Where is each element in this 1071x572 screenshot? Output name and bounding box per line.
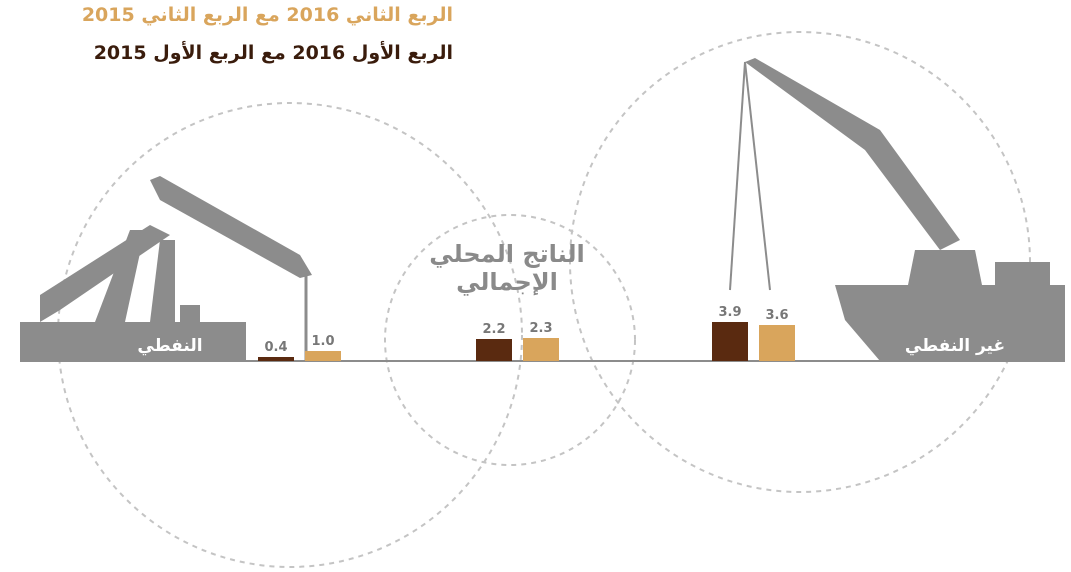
pumpjack	[20, 176, 312, 361]
bar	[305, 351, 341, 361]
value-label: 2.2	[482, 322, 505, 337]
boom	[745, 58, 960, 250]
motor	[180, 305, 200, 322]
category-label: النفطي	[137, 336, 203, 356]
beam	[150, 176, 312, 278]
category-label: الناتج المحلي الإجمالي	[429, 240, 585, 296]
cable	[744, 61, 771, 291]
legend-entry: الربع الأول 2016 مع الربع الأول 2015	[93, 42, 453, 64]
value-label: 0.4	[264, 340, 287, 355]
leg	[150, 240, 175, 322]
bar	[258, 357, 294, 361]
block	[20, 322, 246, 361]
circle	[57, 102, 523, 568]
cabin	[995, 262, 1050, 285]
ship-crane	[729, 58, 1065, 361]
bar	[712, 322, 748, 361]
bar	[476, 339, 512, 361]
bar	[759, 325, 795, 361]
value-label: 1.0	[311, 334, 334, 349]
hull	[835, 285, 1065, 361]
category-label: غير النفطي	[904, 336, 1006, 356]
leg	[95, 230, 145, 322]
cable	[729, 61, 746, 291]
value-label: 2.3	[529, 321, 552, 336]
crane-base	[905, 250, 985, 300]
value-label: 3.6	[765, 308, 788, 323]
value-label: 3.9	[718, 305, 741, 320]
circle	[384, 214, 636, 466]
bar	[523, 338, 559, 361]
legend-entry: الربع الثاني 2016 مع الربع الثاني 2015	[81, 4, 453, 26]
